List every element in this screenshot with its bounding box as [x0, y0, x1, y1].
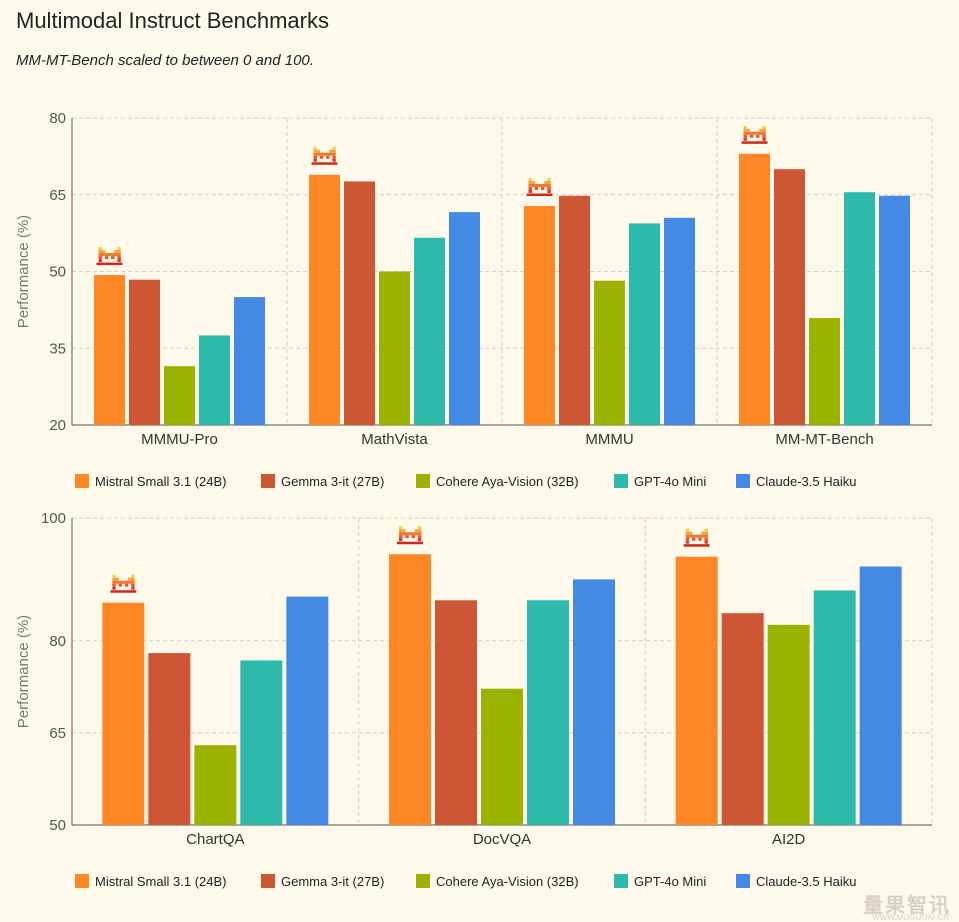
- chart-top: 20 35 50 65 80 Performance (%) MMMU-Pro MathVis…: [15, 110, 933, 489]
- legend-label: Mistral Small 3.1 (24B): [95, 874, 226, 889]
- legend-swatch: [614, 874, 628, 888]
- legend-swatch: [261, 874, 275, 888]
- x-tick-label: MM-MT-Bench: [775, 431, 873, 448]
- bar-gpt-4o-mini-ai2d: [813, 590, 856, 825]
- legend-swatch: [614, 474, 628, 488]
- bar-gemma-3-it-27b-mmmu-pro: [129, 279, 160, 425]
- bar-mistral-small-3-1-24b-chartqa: [102, 602, 145, 825]
- bar-gpt-4o-mini-chartqa: [240, 660, 283, 825]
- bar-gpt-4o-mini-mm-mt-bench: [844, 192, 875, 425]
- legend-swatch: [261, 474, 275, 488]
- bar-gpt-4o-mini-mmmu: [629, 223, 660, 425]
- chart-title: Multimodal Instruct Benchmarks: [16, 8, 329, 33]
- x-tick-label: MMMU-Pro: [141, 431, 218, 448]
- y-tick-label: 50: [49, 264, 66, 281]
- legend-label: Claude-3.5 Haiku: [756, 874, 856, 889]
- watermark-url: WWW.MOGUOAI.CN: [872, 913, 949, 922]
- bar-gemma-3-it-27b-chartqa: [148, 653, 191, 825]
- mistral-logo-icon: [397, 526, 423, 545]
- y-tick-label: 80: [49, 633, 66, 650]
- mistral-logo-icon: [311, 146, 338, 165]
- mistral-logo-icon: [683, 528, 710, 547]
- y-tick-label: 20: [49, 417, 66, 434]
- legend-label: Mistral Small 3.1 (24B): [95, 474, 226, 489]
- y-tick-label: 35: [49, 340, 66, 357]
- x-tick-label: AI2D: [772, 831, 806, 848]
- bar-mistral-small-3-1-24b-mathvista: [309, 174, 340, 425]
- x-tick-label: DocVQA: [473, 831, 531, 848]
- mistral-logo-icon: [110, 574, 137, 593]
- bar-claude-3-5-haiku-docvqa: [573, 579, 615, 825]
- bar-mistral-small-3-1-24b-mmmu-pro: [94, 275, 125, 425]
- y-tick-label: 50: [49, 817, 66, 834]
- legend-label: GPT-4o Mini: [634, 474, 706, 489]
- bar-claude-3-5-haiku-mathvista: [449, 212, 480, 425]
- bar-cohere-aya-vision-32b-docvqa: [481, 688, 523, 825]
- legend-label: GPT-4o Mini: [634, 874, 706, 889]
- y-axis-title: Performance (%): [15, 615, 32, 728]
- mistral-logo-icon: [526, 178, 553, 197]
- bar-gpt-4o-mini-mmmu-pro: [199, 335, 230, 425]
- mistral-logo-icon: [741, 125, 768, 144]
- bar-mistral-small-3-1-24b-mmmu: [524, 206, 555, 425]
- legend: Mistral Small 3.1 (24B) Gemma 3-it (27B) C…: [75, 874, 856, 889]
- bar-cohere-aya-vision-32b-mm-mt-bench: [809, 318, 840, 425]
- y-tick-label: 80: [49, 110, 66, 127]
- bar-cohere-aya-vision-32b-mmmu: [594, 280, 625, 425]
- bar-cohere-aya-vision-32b-mathvista: [379, 271, 410, 425]
- bar-claude-3-5-haiku-mmmu: [664, 217, 695, 425]
- bar-gemma-3-it-27b-ai2d: [721, 613, 764, 825]
- y-axis-title: Performance (%): [15, 215, 32, 328]
- legend-label: Gemma 3-it (27B): [281, 874, 384, 889]
- bar-gpt-4o-mini-docvqa: [527, 600, 569, 825]
- x-tick-label: ChartQA: [186, 831, 244, 848]
- bar-mistral-small-3-1-24b-mm-mt-bench: [739, 153, 770, 426]
- legend-label: Cohere Aya-Vision (32B): [436, 874, 579, 889]
- x-tick-label: MathVista: [361, 431, 428, 448]
- legend: Mistral Small 3.1 (24B) Gemma 3-it (27B) C…: [75, 474, 856, 489]
- legend-swatch: [416, 874, 430, 888]
- legend-swatch: [736, 874, 750, 888]
- legend-swatch: [736, 474, 750, 488]
- bar-claude-3-5-haiku-mmmu-pro: [234, 297, 265, 425]
- bar-gemma-3-it-27b-mathvista: [344, 181, 375, 425]
- bar-mistral-small-3-1-24b-ai2d: [675, 556, 718, 825]
- bar-cohere-aya-vision-32b-chartqa: [194, 745, 237, 825]
- legend-label: Cohere Aya-Vision (32B): [436, 474, 579, 489]
- legend-label: Claude-3.5 Haiku: [756, 474, 856, 489]
- y-tick-label: 65: [49, 187, 66, 204]
- bar-gpt-4o-mini-mathvista: [414, 237, 445, 425]
- bar-claude-3-5-haiku-mm-mt-bench: [879, 195, 910, 425]
- y-tick-label: 65: [49, 725, 66, 742]
- legend-swatch: [75, 474, 89, 488]
- bar-gemma-3-it-27b-docvqa: [435, 600, 477, 825]
- bar-claude-3-5-haiku-ai2d: [859, 566, 902, 825]
- bar-cohere-aya-vision-32b-ai2d: [767, 624, 810, 825]
- y-tick-label: 100: [41, 510, 66, 527]
- bar-cohere-aya-vision-32b-mmmu-pro: [164, 366, 195, 425]
- chart-subtitle: MM-MT-Bench scaled to between 0 and 100.: [16, 52, 314, 69]
- legend-swatch: [75, 874, 89, 888]
- mistral-logo-icon: [96, 247, 123, 266]
- bar-mistral-small-3-1-24b-docvqa: [389, 554, 431, 825]
- legend-swatch: [416, 474, 430, 488]
- x-tick-label: MMMU: [585, 431, 633, 448]
- watermark-logo: 量果智讯: [863, 895, 951, 917]
- bar-gemma-3-it-27b-mm-mt-bench: [774, 169, 805, 425]
- bar-gemma-3-it-27b-mmmu: [559, 195, 590, 425]
- legend-label: Gemma 3-it (27B): [281, 474, 384, 489]
- bar-claude-3-5-haiku-chartqa: [286, 596, 329, 825]
